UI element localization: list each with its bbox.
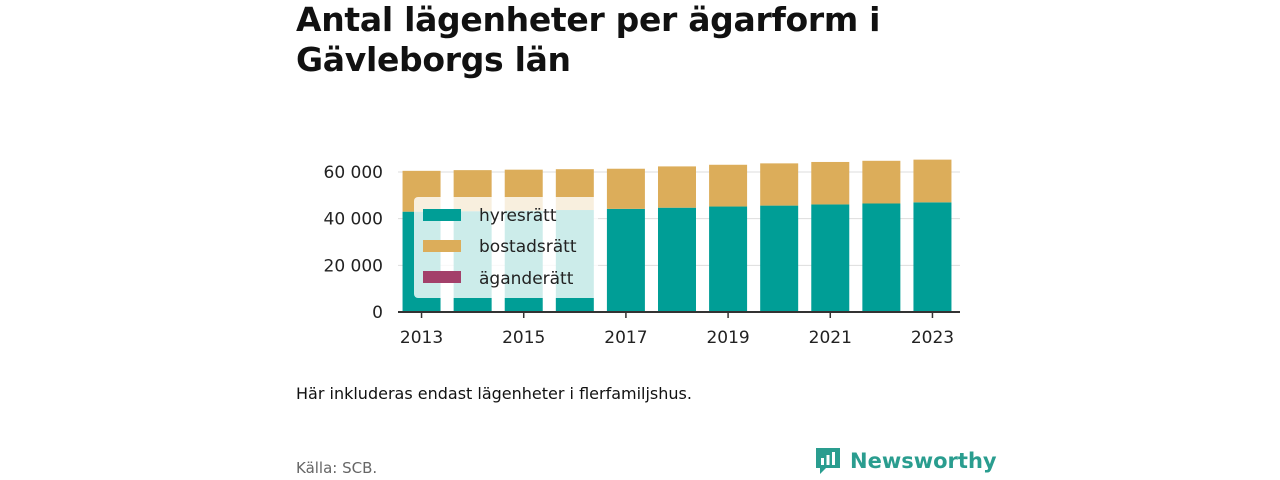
legend-label-aganderatt: äganderätt — [479, 269, 574, 289]
x-axis-ticks: 2013 2015 2017 2019 2021 2023 — [400, 312, 954, 348]
bar-hyresrätt-2018 — [658, 207, 696, 312]
legend-item-aganderatt: äganderätt — [423, 269, 574, 289]
bar-hyresrätt-2017 — [606, 208, 645, 312]
legend-item-hyresratt: hyresrätt — [423, 206, 557, 226]
x-tick-label: 2017 — [604, 328, 647, 348]
x-tick-label: 2021 — [809, 328, 852, 348]
bar-bostadsrätt-2017 — [606, 168, 645, 209]
chart-note: Här inkluderas endast lägenheter i flerf… — [296, 384, 692, 403]
x-tick-label: 2013 — [400, 328, 443, 348]
legend-label-hyresratt: hyresrätt — [479, 206, 557, 226]
x-tick-label: 2023 — [911, 328, 954, 348]
bar-bostadsrätt-2020 — [760, 163, 799, 206]
chart-legend: hyresrätt bostadsrätt äganderätt — [414, 197, 598, 298]
newsworthy-logo-icon — [816, 448, 840, 474]
y-axis-ticks: 0 20 000 40 000 60 000 — [324, 163, 383, 323]
legend-item-bostadsratt: bostadsrätt — [423, 237, 577, 257]
bar-bostadsrätt-2022 — [862, 160, 901, 204]
legend-swatch-aganderatt — [423, 271, 461, 283]
chart-title: Antal lägenheter per ägarform i Gävlebor… — [296, 0, 881, 79]
bar-hyresrätt-2021 — [811, 204, 850, 312]
bar-hyresrätt-2022 — [862, 203, 901, 312]
bar-bostadsrätt-2019 — [709, 164, 748, 207]
y-tick-label: 20 000 — [324, 256, 383, 276]
bar-bostadsrätt-2021 — [811, 161, 850, 205]
legend-swatch-bostadsratt — [423, 240, 461, 252]
bar-bostadsrätt-2023 — [913, 159, 952, 203]
newsworthy-logo[interactable]: Newsworthy — [814, 446, 997, 476]
x-tick-label: 2015 — [502, 328, 545, 348]
brand-name: Newsworthy — [850, 449, 997, 473]
bar-hyresrätt-2019 — [709, 206, 748, 312]
y-tick-label: 60 000 — [324, 163, 383, 183]
legend-swatch-hyresratt — [423, 209, 461, 221]
y-tick-label: 40 000 — [324, 210, 383, 230]
y-tick-label: 0 — [372, 303, 383, 323]
source-text: Källa: SCB. — [296, 459, 378, 477]
bar-bostadsrätt-2018 — [658, 166, 696, 208]
bar-hyresrätt-2023 — [913, 202, 952, 312]
x-tick-label: 2019 — [706, 328, 749, 348]
legend-label-bostadsratt: bostadsrätt — [479, 237, 577, 257]
bar-hyresrätt-2020 — [760, 205, 799, 312]
